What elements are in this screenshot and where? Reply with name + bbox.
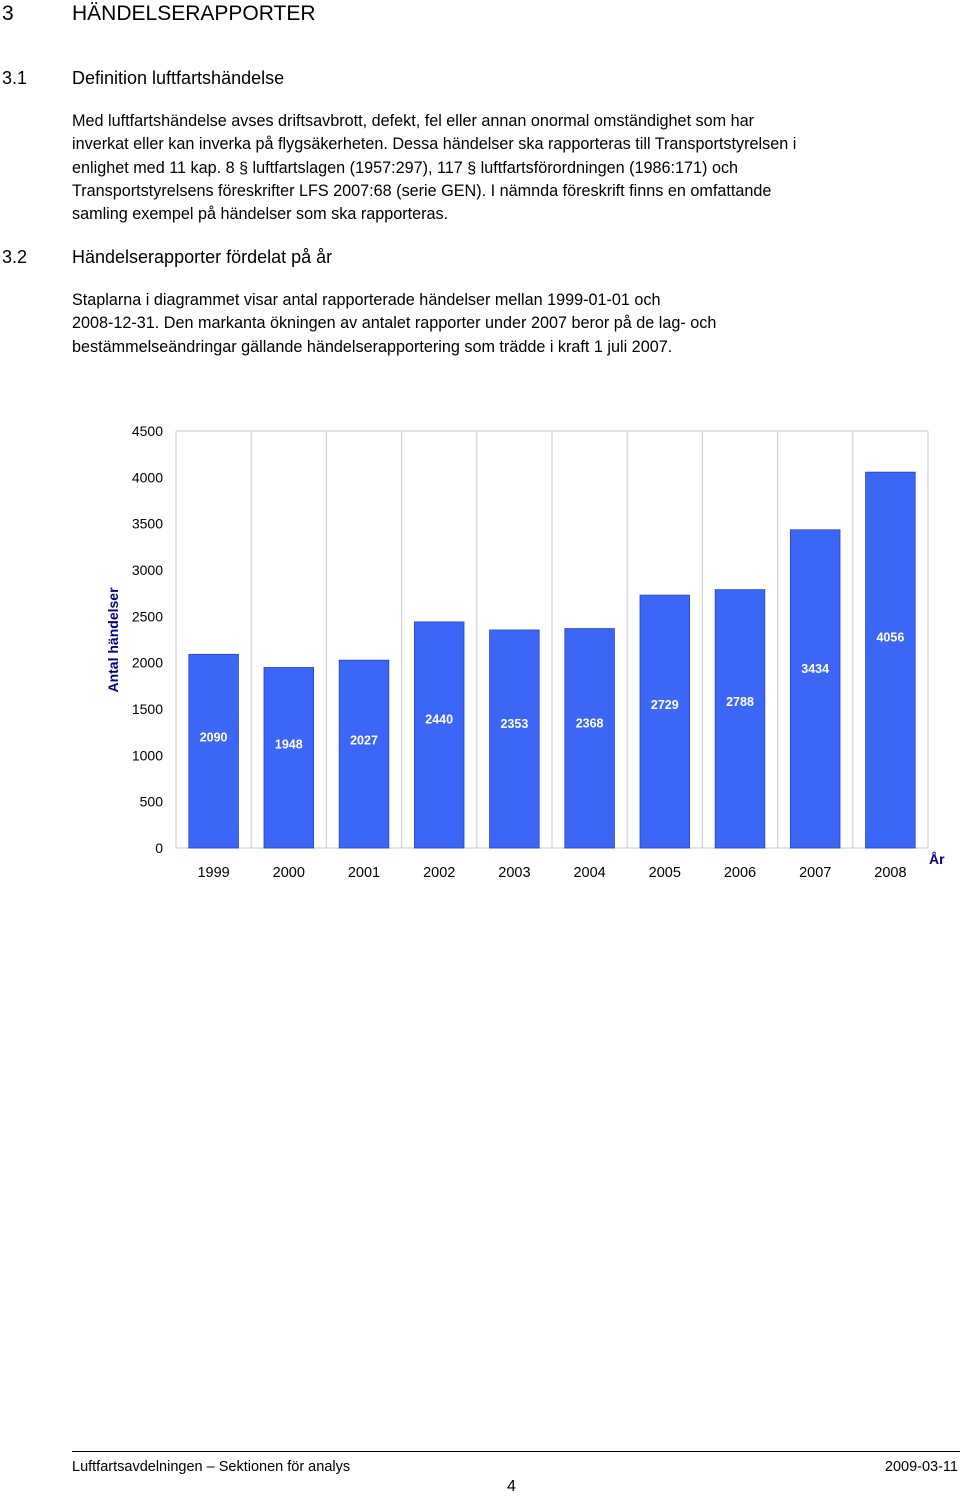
footer-date: 2009-03-11 bbox=[884, 1459, 958, 1475]
paragraph-line: Staplarna i diagrammet visar antal rappo… bbox=[72, 291, 661, 309]
footer-department: Luftfartsavdelningen – Sektionen för ana… bbox=[72, 1459, 351, 1475]
x-tick-2003: 2003 bbox=[498, 865, 530, 881]
subsection-2-title: Händelserapporter fördelat på år bbox=[72, 247, 333, 267]
data-label-2006: 2788 bbox=[726, 695, 754, 709]
chart-x-ticks: 1999 2000 2001 2002 2003 2004 2005 2006 2007 2008 bbox=[197, 865, 906, 881]
bar-2007 bbox=[789, 529, 841, 849]
data-label-2001: 2027 bbox=[350, 734, 378, 748]
paragraph-line: bestämmelseändringar gällande händelsera… bbox=[72, 337, 673, 356]
paragraph-line: Transportstyrelsens föreskrifter LFS 200… bbox=[72, 181, 772, 200]
bar-1999 bbox=[188, 653, 239, 849]
x-tick-2008: 2008 bbox=[874, 865, 906, 881]
data-label-2005: 2729 bbox=[651, 698, 679, 712]
x-tick-1999: 1999 bbox=[197, 865, 229, 881]
section-sign: § bbox=[239, 159, 248, 177]
bar-2005 bbox=[639, 594, 691, 849]
y-tick-2000: 2000 bbox=[132, 655, 163, 671]
y-axis-label: Antal händelser bbox=[105, 587, 121, 693]
x-axis-label: År bbox=[929, 851, 945, 867]
line-part: luftfartslagen (1957:297), 117 bbox=[248, 158, 468, 177]
x-tick-2001: 2001 bbox=[348, 865, 380, 881]
section-sign: § bbox=[467, 159, 477, 177]
data-label-2002: 2440 bbox=[425, 713, 453, 727]
data-label-2007: 3434 bbox=[801, 662, 829, 676]
data-label-2008: 4056 bbox=[876, 630, 904, 644]
x-tick-2002: 2002 bbox=[423, 865, 455, 881]
data-label-1999: 2090 bbox=[200, 730, 228, 744]
chart-data-labels: 2090 1948 2027 2440 2353 2368 2729 2788 3434 4056 bbox=[200, 630, 905, 751]
x-tick-2006: 2006 bbox=[724, 865, 756, 881]
section-number: 3 bbox=[2, 2, 14, 25]
y-tick-0: 0 bbox=[155, 840, 163, 856]
chart-description-paragraph: Staplarna i diagrammet visar antal rappo… bbox=[72, 289, 960, 359]
paragraph-line: Med luftfartshändelse avses driftsavbrot… bbox=[72, 112, 755, 130]
page-number: 4 bbox=[507, 1478, 516, 1495]
bar-2000 bbox=[263, 667, 315, 849]
chart-y-ticks: 0 500 1000 1500 2000 2500 3000 3500 4000 4500 bbox=[132, 423, 163, 856]
line-part: luftfartsförordningen (1986:171) och bbox=[476, 158, 739, 177]
y-tick-2500: 2500 bbox=[132, 608, 163, 624]
bar-2004 bbox=[564, 628, 615, 849]
subsection-1-number: 3.1 bbox=[2, 68, 28, 88]
bar-chart: 2090 1948 2027 2440 2353 2368 2729 2788 3434 4056… bbox=[105, 423, 945, 881]
subsection-2-number: 3.2 bbox=[2, 247, 28, 267]
bar-2002 bbox=[413, 621, 465, 849]
footer-rule bbox=[72, 1451, 960, 1452]
paragraph-line: enlighet med 11 kap. 8 § luftfartslagen … bbox=[72, 157, 960, 180]
y-tick-500: 500 bbox=[140, 794, 164, 810]
x-tick-2004: 2004 bbox=[573, 865, 605, 881]
y-tick-3000: 3000 bbox=[132, 562, 163, 578]
y-tick-4000: 4000 bbox=[132, 469, 163, 485]
y-tick-4500: 4500 bbox=[132, 423, 163, 439]
x-tick-2005: 2005 bbox=[649, 865, 681, 881]
data-label-2003: 2353 bbox=[500, 717, 528, 731]
line-part: enlighet med 11 kap. 8 bbox=[72, 158, 240, 177]
paragraph-line: samling exempel på händelser som ska rap… bbox=[72, 205, 449, 224]
x-tick-2007: 2007 bbox=[799, 865, 831, 881]
bar-2008 bbox=[865, 471, 916, 849]
y-tick-1000: 1000 bbox=[132, 747, 163, 763]
bar-2003 bbox=[489, 629, 540, 849]
paragraph-line: inverkat eller kan inverka på flygsäkerh… bbox=[72, 135, 797, 154]
bar-2006 bbox=[714, 589, 766, 849]
definition-paragraph: Med luftfartshändelse avses driftsavbrot… bbox=[72, 110, 960, 226]
y-tick-3500: 3500 bbox=[132, 516, 163, 532]
x-tick-2000: 2000 bbox=[273, 865, 305, 881]
subsection-1-title: Definition luftfartshändelse bbox=[72, 68, 285, 88]
data-label-2004: 2368 bbox=[576, 716, 604, 730]
y-tick-1500: 1500 bbox=[132, 701, 163, 717]
section-title: HÄNDELSERAPPORTER bbox=[72, 2, 316, 25]
data-label-2000: 1948 bbox=[275, 738, 303, 752]
chart-bars bbox=[188, 471, 916, 849]
paragraph-line: 2008-12-31. Den markanta ökningen av ant… bbox=[72, 314, 717, 333]
bar-2001 bbox=[338, 659, 390, 849]
